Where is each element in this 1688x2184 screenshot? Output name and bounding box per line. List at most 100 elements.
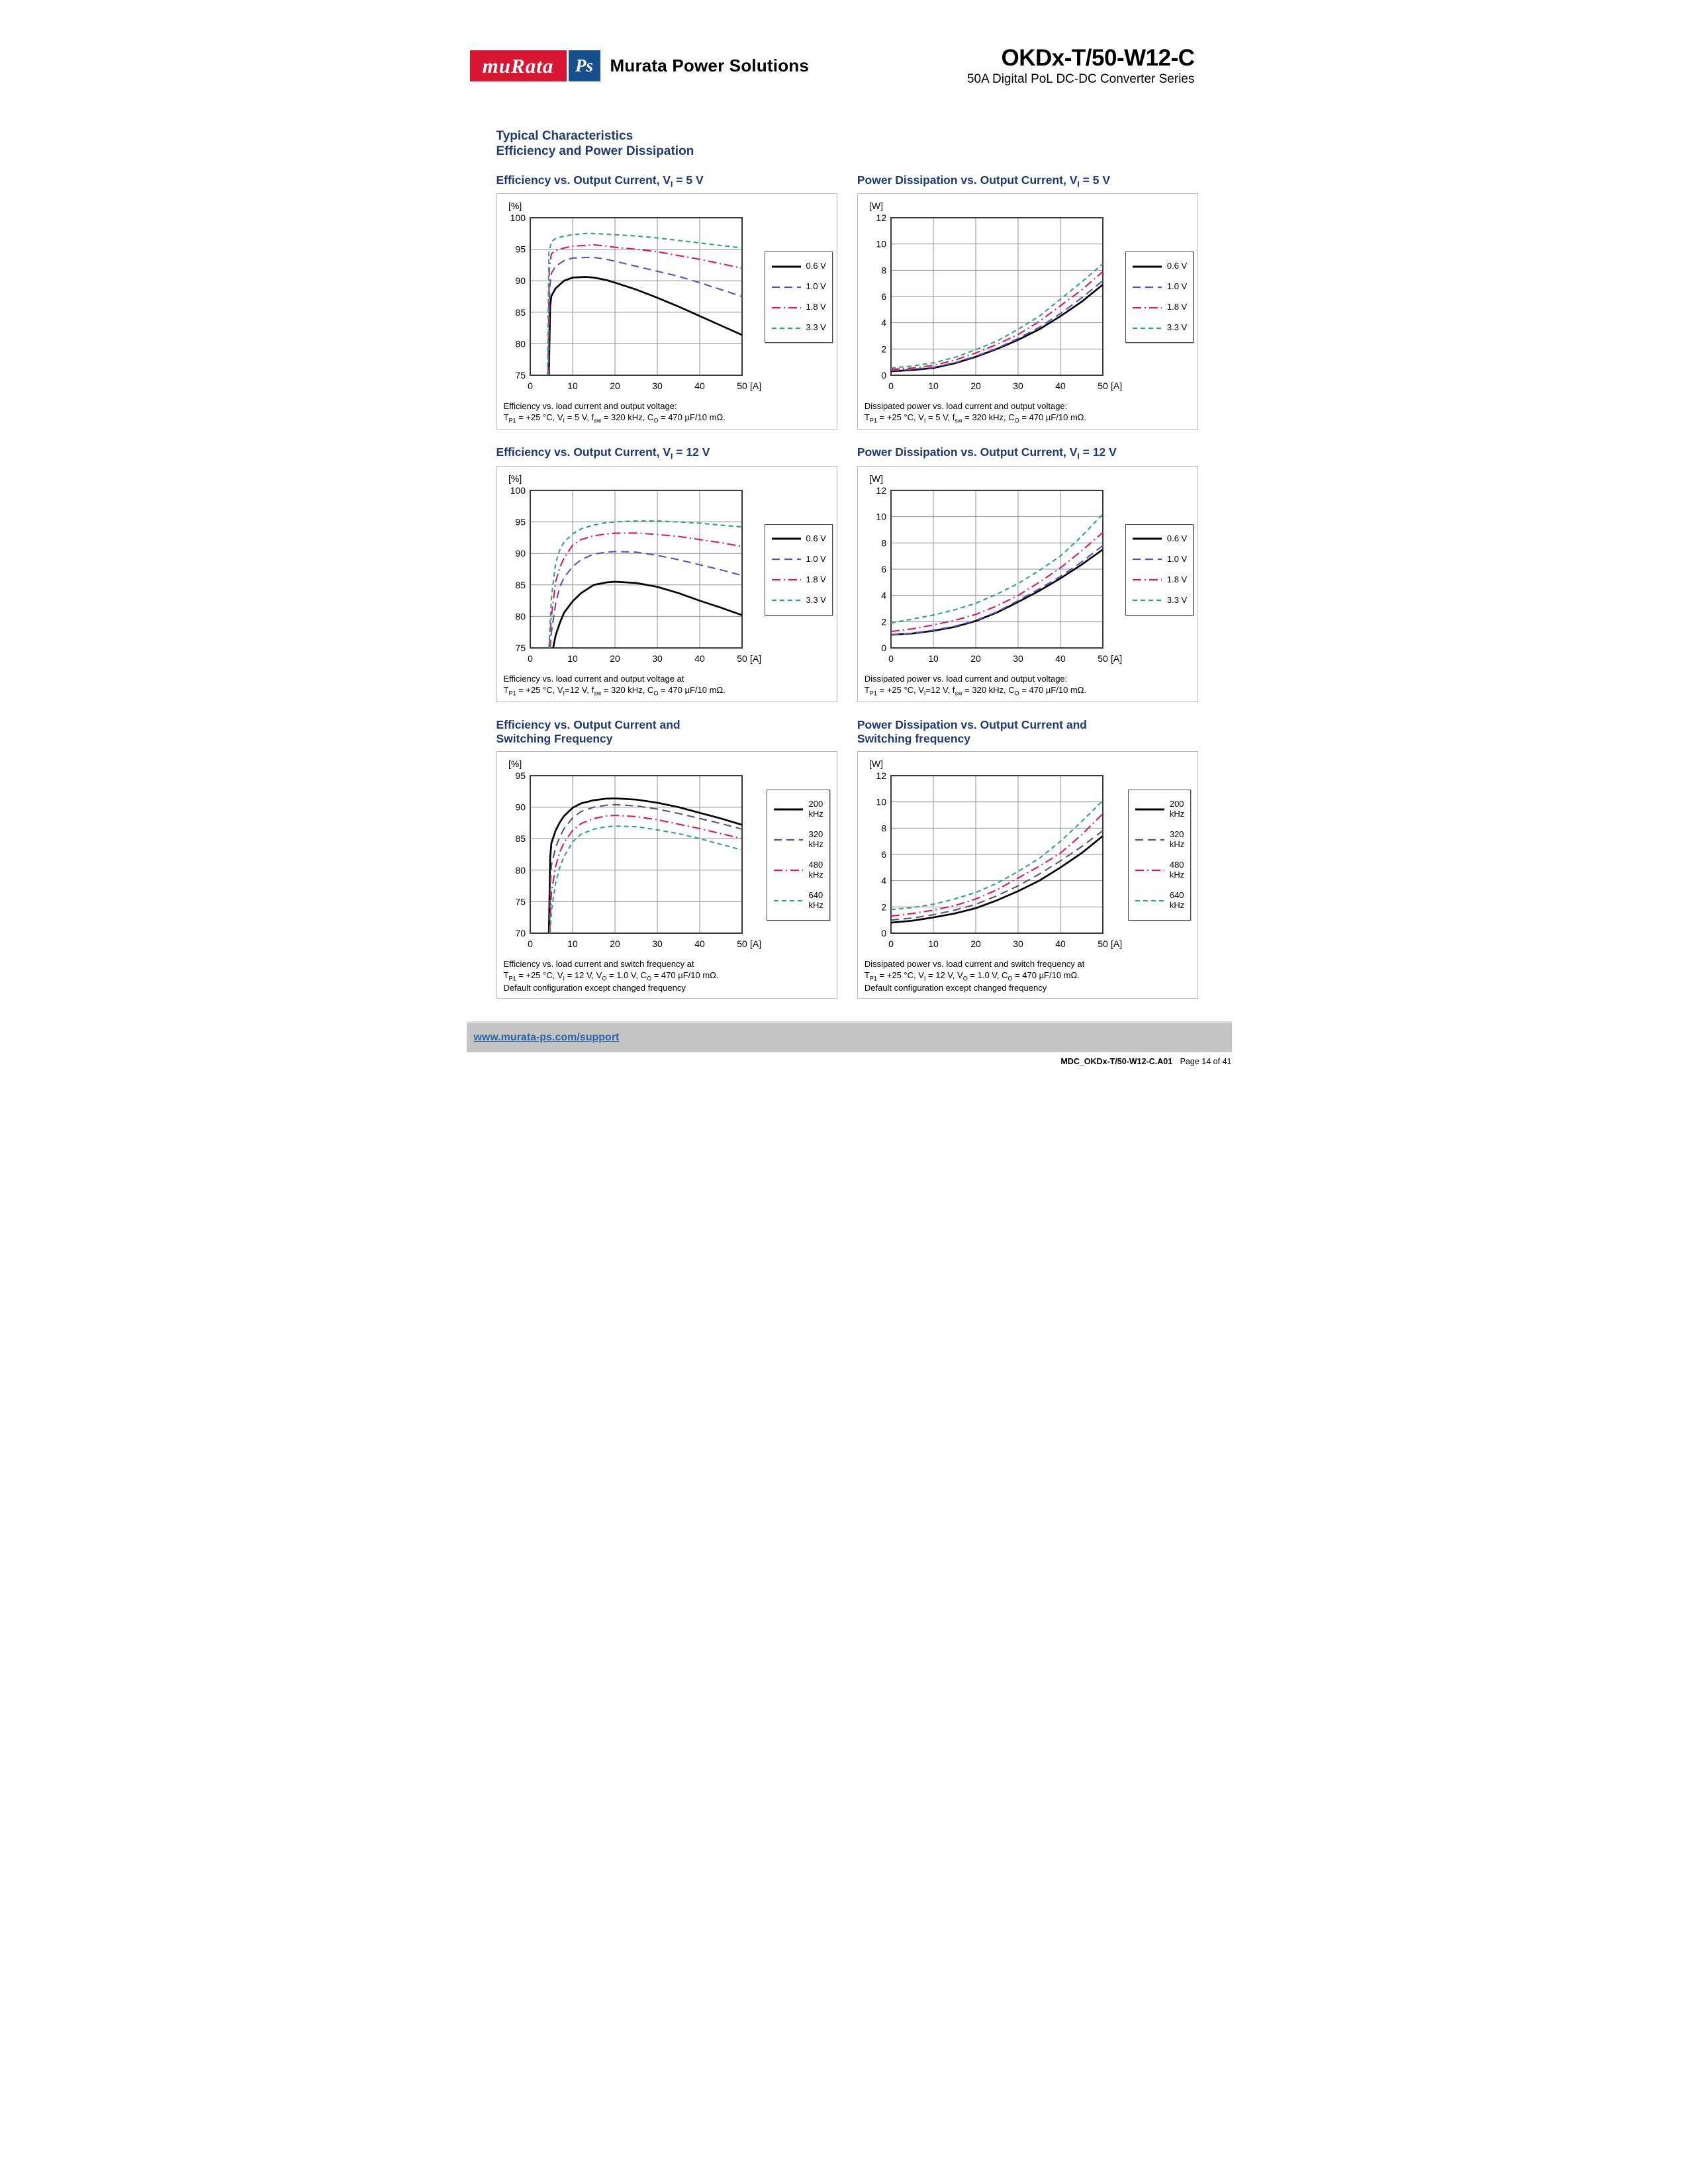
chart-panel: [%] [A] 75 80 85 90 95 100 0 10 20 30 40 50 0.6 V 1.0 … [496, 465, 837, 702]
y-tick-label: 70 [515, 928, 526, 938]
x-unit-label: [A] [1111, 653, 1122, 664]
legend-item-1-0-v: 1.0 V [1131, 549, 1188, 570]
y-tick-label: 8 [881, 823, 886, 833]
legend-swatch [1132, 537, 1162, 540]
chart-plot: [W] [A] 0 2 4 6 8 10 12 0 10 20 30 40 50 [869, 201, 1122, 391]
legend-label: 1.0 V [806, 553, 826, 564]
charts-grid: Efficiency vs. Output Current, VI = 5 V … [496, 173, 1199, 1015]
chart-caption: Dissipated power vs. load current and ou… [864, 401, 1087, 424]
chart-plot: [%] [A] 75 80 85 90 95 100 0 10 20 30 40 50 [508, 473, 761, 664]
plot-area: [%] [A] 75 80 85 90 95 100 0 10 20 30 40 50 [502, 198, 765, 396]
legend-label: 1.8 V [1166, 574, 1188, 584]
x-tick-label: 40 [1055, 938, 1066, 949]
y-tick-label: 8 [881, 265, 886, 276]
series-line-1-0-v [549, 550, 742, 648]
x-tick-label: 30 [1013, 653, 1023, 664]
x-tick-label: 20 [610, 938, 620, 949]
legend-swatch [774, 839, 804, 841]
legend-swatch [774, 869, 804, 872]
y-tick-label: 2 [881, 901, 886, 912]
plot-area: [%] [A] 70 75 80 85 90 95 0 10 20 30 40 50 [502, 756, 765, 954]
plot-border [529, 217, 743, 377]
plot-border [890, 774, 1103, 934]
series-line-3-3-v [890, 263, 1103, 369]
legend-item-0-6-v: 0.6 V [770, 529, 827, 549]
chart-title: Power Dissipation vs. Output Current and… [857, 717, 1087, 745]
legend-label: 1.0 V [1166, 553, 1188, 564]
chart-legend: 200 kHz 320 kHz 480 kHz 640 kHz [767, 790, 830, 921]
y-unit-label: [%] [508, 758, 522, 769]
legend-label: 480 kHz [808, 859, 823, 880]
document-number: MDC_OKDx-T/50-W12-C.A01 [1060, 1057, 1173, 1066]
series-line-200-khz [547, 797, 742, 933]
legend-label: 3.3 V [806, 322, 826, 333]
legend-label: 640 kHz [808, 889, 823, 910]
x-tick-label: 10 [928, 381, 939, 391]
x-tick-label: 0 [528, 938, 533, 949]
legend-item-0-6-v: 0.6 V [1131, 529, 1188, 549]
section-heading-line2: Efficiency and Power Dissipation [496, 144, 694, 158]
y-tick-label: 100 [510, 485, 526, 496]
legend-swatch [1132, 265, 1162, 268]
series-line-1-8-v [890, 271, 1103, 371]
legend-swatch [774, 808, 804, 811]
chart-title: Efficiency vs. Output Current and Switchi… [496, 717, 680, 745]
legend-swatch [1135, 839, 1164, 841]
y-unit-label: [%] [508, 473, 522, 484]
chart-panel: [W] [A] 0 2 4 6 8 10 12 0 10 20 30 40 50 0.6 V 1.0 V 1.8… [857, 193, 1199, 430]
legend-swatch [771, 559, 801, 561]
x-tick-label: 20 [970, 653, 981, 664]
y-tick-label: 75 [515, 896, 526, 907]
chart-block-efficiency-12v: Efficiency vs. Output Current, VI = 12 V… [496, 445, 837, 702]
chart-legend: 0.6 V 1.0 V 1.8 V 3.3 V [764, 523, 833, 615]
x-tick-label: 30 [652, 381, 663, 391]
legend-swatch [774, 899, 804, 901]
legend-label: 0.6 V [806, 261, 826, 271]
series-line-480-khz [890, 813, 1103, 917]
legend-swatch [771, 265, 801, 268]
legend-item-3-3-v: 3.3 V [1131, 318, 1188, 338]
legend-label: 0.6 V [806, 533, 826, 543]
y-tick-label: 6 [881, 849, 886, 860]
x-tick-label: 20 [610, 381, 620, 391]
x-tick-label: 50 [737, 381, 747, 391]
document-info-line: MDC_OKDx-T/50-W12-C.A01 Page 14 of 41 [467, 1057, 1232, 1066]
x-tick-label: 40 [1055, 653, 1066, 664]
y-tick-label: 75 [515, 370, 526, 381]
legend-item-1-8-v: 1.8 V [770, 570, 827, 590]
legend-swatch [1132, 306, 1162, 308]
legend-swatch [771, 286, 801, 288]
x-tick-label: 20 [970, 938, 981, 949]
legend-swatch [771, 579, 801, 581]
legend-label: 320 kHz [1169, 829, 1185, 850]
y-tick-label: 90 [515, 548, 526, 559]
legend-swatch [1132, 327, 1162, 329]
series-line-0-6-v [551, 580, 742, 648]
legend-label: 1.0 V [1166, 281, 1188, 292]
legend-item-1-8-v: 1.8 V [1131, 570, 1188, 590]
x-unit-label: [A] [750, 653, 761, 664]
company-name: Murata Power Solutions [610, 56, 810, 75]
section-heading-line1: Typical Characteristics [496, 129, 633, 143]
y-unit-label: [W] [869, 473, 883, 484]
x-tick-label: 0 [528, 381, 533, 391]
support-link[interactable]: www.murata-ps.com/support [473, 1032, 620, 1043]
page-header: muRata Ps Murata Power Solutions OKDx-T/… [469, 45, 1195, 87]
series-line-1-8-v [548, 531, 742, 648]
x-tick-label: 30 [1013, 938, 1023, 949]
legend-label: 0.6 V [1166, 261, 1188, 271]
chart-title: Efficiency vs. Output Current, VI = 12 V [496, 445, 710, 461]
legend-item-480-khz: 480 kHz [772, 855, 824, 886]
x-tick-label: 50 [1098, 938, 1108, 949]
x-tick-label: 50 [1098, 653, 1108, 664]
series-line-1-8-v [547, 244, 742, 376]
y-tick-label: 90 [515, 802, 526, 813]
chart-title: Power Dissipation vs. Output Current, VI… [857, 173, 1111, 189]
y-unit-label: [W] [869, 758, 883, 769]
y-tick-label: 6 [881, 564, 886, 574]
legend-item-3-3-v: 3.3 V [770, 318, 827, 338]
legend-item-1-0-v: 1.0 V [770, 277, 827, 297]
page-number: Page 14 of 41 [1180, 1057, 1232, 1066]
y-tick-label: 6 [881, 291, 886, 302]
x-tick-label: 40 [694, 653, 705, 664]
